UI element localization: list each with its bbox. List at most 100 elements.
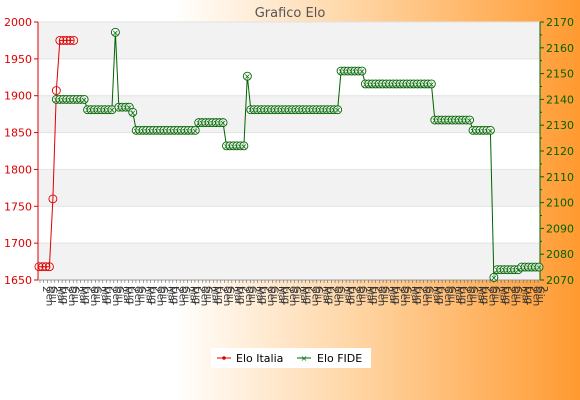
plot-area bbox=[38, 22, 540, 280]
x-tick-label: 2 bbox=[272, 286, 283, 292]
grid-band bbox=[38, 169, 540, 207]
point-marker-elo-fide: × bbox=[359, 67, 366, 76]
x-tick-label: Gen bbox=[110, 286, 121, 306]
x-tick-label: Gen bbox=[331, 286, 342, 306]
x-tick-label: Gen bbox=[287, 286, 298, 306]
x-tick-label: 2 bbox=[339, 286, 350, 292]
point-marker-elo-fide: × bbox=[536, 263, 543, 272]
x-tick-label: Giu bbox=[357, 286, 368, 303]
x-tick-label: Lug bbox=[258, 286, 269, 304]
x-tick-label: 2 bbox=[317, 286, 328, 292]
x-tick-label: Mar bbox=[232, 286, 243, 306]
x-tick-label: 2 bbox=[306, 286, 317, 292]
x-tick-label: Mar bbox=[254, 286, 265, 306]
legend-box bbox=[211, 348, 371, 368]
x-tick-label: 2 bbox=[461, 286, 472, 292]
x-tick-label: Gen bbox=[265, 286, 276, 306]
point-elo-fide bbox=[239, 141, 249, 151]
point-marker-elo-fide: × bbox=[109, 106, 116, 115]
right-tick-label: 2090 bbox=[546, 222, 574, 235]
x-tick-label: 2 bbox=[73, 286, 84, 292]
x-tick-label: Lug bbox=[413, 286, 424, 304]
x-tick-label: Mar bbox=[165, 286, 176, 306]
x-tick-label: 2 bbox=[372, 286, 383, 292]
x-tick-label: Mar bbox=[188, 286, 199, 306]
point-elo-italia bbox=[58, 35, 68, 45]
point-elo-fide bbox=[190, 125, 200, 135]
x-tick-label: Lug bbox=[302, 286, 313, 304]
x-tick-label: Mar bbox=[520, 286, 531, 306]
x-tick-label: Lug bbox=[324, 286, 335, 304]
point-elo-italia bbox=[38, 262, 47, 272]
chart-title: Grafico Elo bbox=[255, 6, 326, 21]
point-elo-fide bbox=[218, 118, 228, 128]
right-tick-label: 2130 bbox=[546, 119, 574, 132]
x-tick-label: Giu bbox=[468, 286, 479, 303]
x-tick-label: 2 bbox=[483, 286, 494, 292]
x-tick-label: Giu bbox=[136, 286, 147, 303]
x-tick-label: Giu bbox=[224, 286, 235, 303]
x-tick-label: Lug bbox=[147, 286, 158, 304]
x-tick-label: Gen bbox=[309, 286, 320, 306]
right-tick-label: 2150 bbox=[546, 68, 574, 81]
x-tick-label: Mar bbox=[475, 286, 486, 306]
x-tick-label: 2 bbox=[328, 286, 339, 292]
x-tick-label: Mar bbox=[453, 286, 464, 306]
x-tick-label: Gen bbox=[354, 286, 365, 306]
x-tick-label: Giu bbox=[335, 286, 346, 303]
x-tick-label: Gen bbox=[464, 286, 475, 306]
x-tick-label: 2 bbox=[427, 286, 438, 292]
x-tick-label: Giu bbox=[180, 286, 191, 303]
x-tick-label: Lug bbox=[169, 286, 180, 304]
x-tick-label: Mar bbox=[342, 286, 353, 306]
x-tick-label: Gen bbox=[66, 286, 77, 306]
x-tick-label: 2 bbox=[516, 286, 527, 292]
right-tick-label: 2070 bbox=[546, 274, 574, 287]
x-tick-label: Mar bbox=[99, 286, 110, 306]
x-tick-label: Mar bbox=[431, 286, 442, 306]
x-tick-label: Mar bbox=[77, 286, 88, 306]
x-tick-label: 2 bbox=[206, 286, 217, 292]
x-tick-label: Lug bbox=[236, 286, 247, 304]
point-elo-fide bbox=[128, 107, 138, 117]
x-tick-label: 2 bbox=[250, 286, 261, 292]
x-axis-ticks: 2GenGiu2MarLug2GenGiu2MarLug2GenGiu2MarL… bbox=[39, 280, 549, 306]
x-tick-label: Lug bbox=[501, 286, 512, 304]
x-tick-label: Gen bbox=[376, 286, 387, 306]
x-tick-label: Lug bbox=[390, 286, 401, 304]
x-tick-label: 2 bbox=[394, 286, 405, 292]
x-tick-label: 2 bbox=[84, 286, 95, 292]
x-tick-label: Giu bbox=[70, 286, 81, 303]
x-tick-label: 2 bbox=[173, 286, 184, 292]
point-marker-elo-fide: × bbox=[192, 126, 199, 135]
point-marker-elo-fide: × bbox=[428, 80, 435, 89]
x-tick-label: 2 bbox=[62, 286, 73, 292]
right-tick-label: 2140 bbox=[546, 93, 574, 106]
point-elo-fide bbox=[357, 66, 367, 76]
right-tick-label: 2170 bbox=[546, 16, 574, 29]
left-axis-ticks: 1650 1700 1750 1800 1850 1900 1950 2000 bbox=[4, 16, 38, 287]
point-elo-fide bbox=[465, 115, 475, 125]
x-tick-label: Giu bbox=[92, 286, 103, 303]
x-tick-label: 2 bbox=[151, 286, 162, 292]
x-tick-label: 2 bbox=[106, 286, 117, 292]
x-tick-label: Gen bbox=[398, 286, 409, 306]
left-tick-label: 1650 bbox=[4, 274, 32, 287]
series-layer: ××××××××××××××××××××××××××××××××××××××××… bbox=[34, 27, 544, 282]
x-tick-label: 2 bbox=[472, 286, 483, 292]
x-tick-label: Lug bbox=[280, 286, 291, 304]
x-tick-label: Gen bbox=[132, 286, 143, 306]
x-tick-label: Mar bbox=[409, 286, 420, 306]
plot-background bbox=[37, 21, 541, 281]
x-tick-label: Mar bbox=[276, 286, 287, 306]
right-axis-ticks: 2070 2080 2090 2100 2110 2120 2130 2140 2150 2160… bbox=[540, 16, 574, 287]
x-tick-label: 2 bbox=[40, 286, 51, 292]
x-tick-label: Mar bbox=[143, 286, 154, 306]
left-tick-label: 1850 bbox=[4, 127, 32, 140]
x-tick-label: 2 bbox=[195, 286, 206, 292]
x-tick-label: Gen bbox=[88, 286, 99, 306]
point-elo-fide bbox=[79, 94, 89, 104]
point-elo-fide bbox=[242, 71, 252, 81]
x-tick-label: Gen bbox=[176, 286, 187, 306]
x-tick-label: 2 bbox=[295, 286, 306, 292]
